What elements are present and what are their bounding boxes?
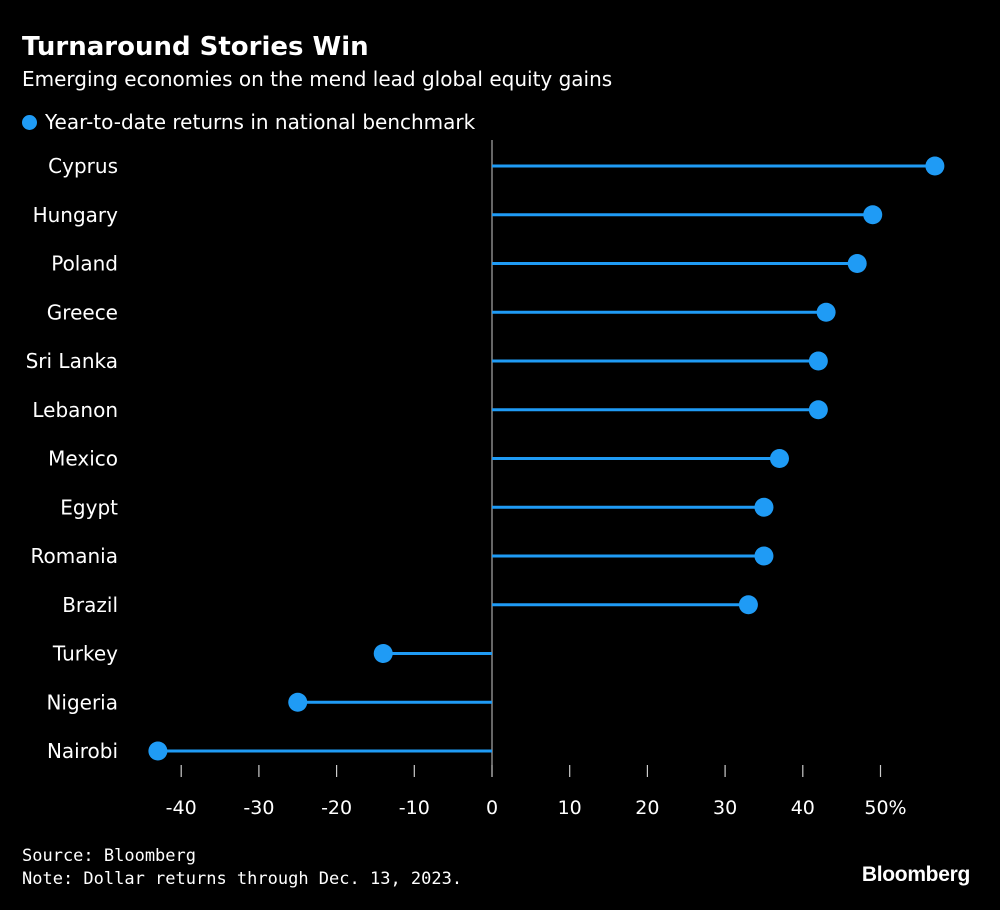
x-tick-label: -10 (399, 797, 430, 819)
category-label: Egypt (60, 495, 118, 519)
category-label: Romania (31, 544, 118, 568)
lollipop-dot (288, 692, 308, 712)
category-label: Poland (51, 252, 118, 276)
lollipop-dot (738, 595, 758, 615)
x-tick-label: 40 (791, 797, 815, 819)
category-label: Mexico (48, 447, 118, 471)
category-label: Brazil (62, 593, 118, 617)
chart-title: Turnaround Stories Win (22, 32, 369, 62)
lollipop-dot (847, 254, 867, 273)
source-note: Source: Bloomberg (22, 846, 196, 866)
category-label: Lebanon (32, 398, 118, 422)
x-tick-label: 20 (635, 797, 659, 819)
category-label: Turkey (52, 642, 118, 666)
x-tick-label: -40 (166, 797, 197, 819)
legend-swatch (22, 114, 37, 130)
lollipop-dot (373, 644, 393, 663)
x-tick-label: -20 (321, 797, 352, 819)
x-tick-label: 10 (558, 797, 582, 819)
lollipop-dot (925, 156, 945, 176)
lollipop-dot (769, 449, 789, 468)
category-label: Nairobi (47, 739, 118, 763)
category-label: Hungary (33, 203, 119, 227)
category-label: Cyprus (48, 154, 118, 178)
x-tick-label: -30 (243, 797, 274, 819)
category-label: Greece (47, 300, 118, 324)
lollipop-dot (148, 741, 168, 761)
bloomberg-logo: Bloomberg (861, 863, 970, 886)
lollipop-dot (808, 400, 828, 420)
category-label: Nigeria (46, 690, 118, 714)
x-tick-label: 30 (713, 797, 737, 819)
chart-subtitle: Emerging economies on the mend lead glob… (22, 67, 613, 91)
x-tick-label: 0 (486, 797, 498, 819)
lollipop-dot (863, 205, 883, 225)
legend: Year-to-date returns in national benchma… (22, 108, 475, 136)
lollipop-dot (754, 546, 774, 566)
category-label: Sri Lanka (26, 349, 118, 373)
lollipop-dot (816, 302, 836, 322)
footnote: Note: Dollar returns through Dec. 13, 20… (22, 869, 463, 889)
legend-label: Year-to-date returns in national benchma… (45, 110, 476, 134)
x-tick-label: 50% (864, 797, 906, 819)
lollipop-dot (808, 351, 828, 371)
lollipop-dot (754, 497, 774, 517)
